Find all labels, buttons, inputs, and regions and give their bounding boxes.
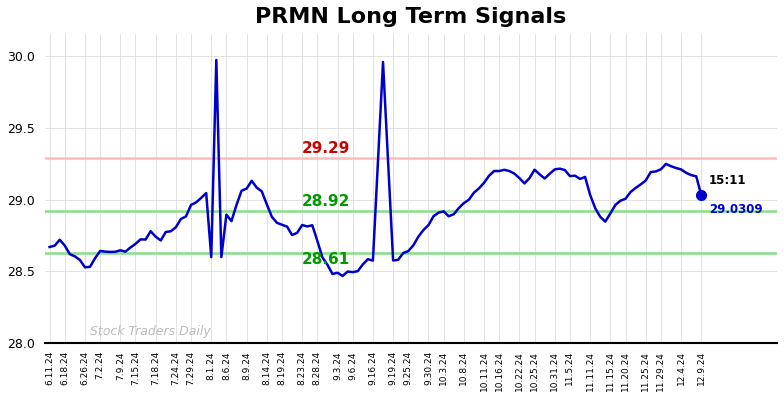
Text: 15:11: 15:11 bbox=[709, 174, 746, 187]
Text: Stock Traders Daily: Stock Traders Daily bbox=[90, 325, 211, 338]
Text: 29.0309: 29.0309 bbox=[709, 203, 763, 216]
Title: PRMN Long Term Signals: PRMN Long Term Signals bbox=[255, 7, 566, 27]
Text: 28.61: 28.61 bbox=[302, 252, 350, 267]
Text: 28.92: 28.92 bbox=[302, 194, 350, 209]
Text: 29.29: 29.29 bbox=[302, 141, 350, 156]
